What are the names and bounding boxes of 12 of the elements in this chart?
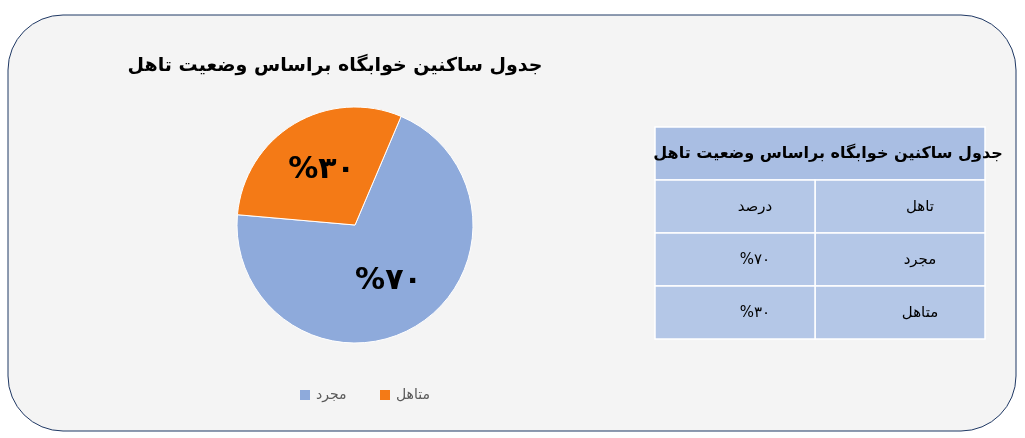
text: مجرد xyxy=(903,250,937,268)
legend-label: مجرد xyxy=(316,386,347,403)
text: %۷۰ xyxy=(739,250,771,268)
text: تاهل xyxy=(905,197,935,215)
text: جدول ساکنین خوابگاه براساس وضعیت تاهل xyxy=(653,143,1003,162)
data-label: %۳۰ xyxy=(288,149,355,185)
text: درصد xyxy=(737,197,773,215)
legend-label: متاهل xyxy=(396,386,430,402)
text: متاهل xyxy=(901,303,939,321)
text: %۳۰ xyxy=(739,303,771,321)
chart-title: جدول ساکنین خوابگاه براساس وضعیت تاهل xyxy=(127,52,543,76)
data-label: %۷۰ xyxy=(355,261,422,297)
